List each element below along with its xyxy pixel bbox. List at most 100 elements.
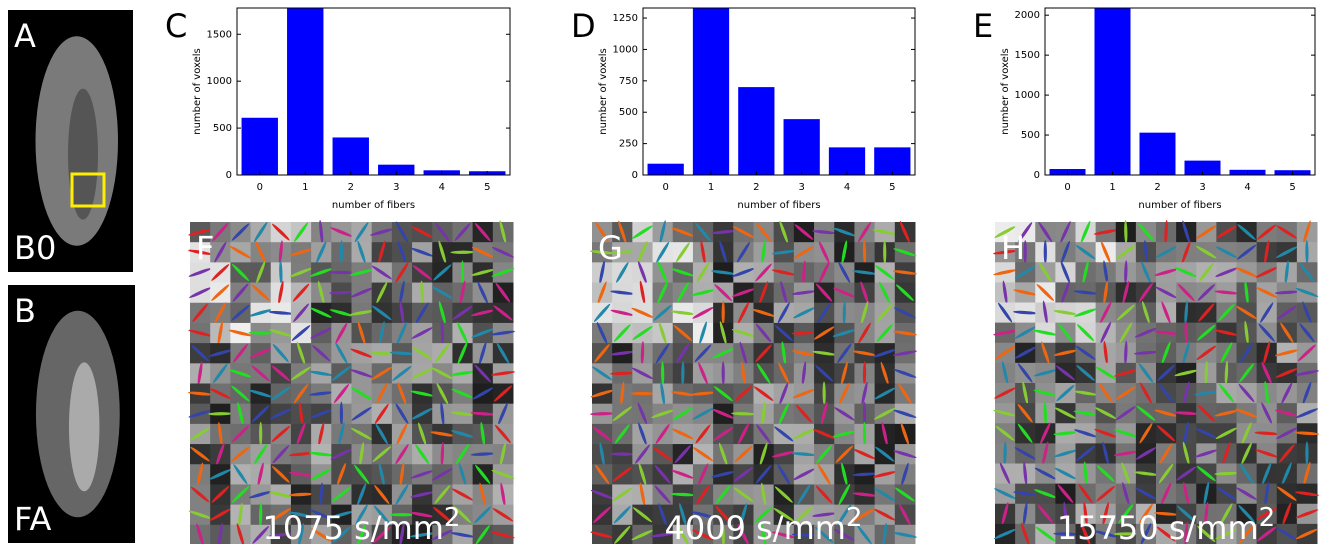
fiber-glyph <box>392 365 412 381</box>
fiber-glyph <box>1096 465 1115 482</box>
fiber-glyph <box>420 280 424 305</box>
fiber-glyph <box>853 449 876 460</box>
fiber-glyph <box>1103 280 1109 305</box>
fiber-glyph <box>1161 301 1171 324</box>
fiber-glyph <box>637 402 648 426</box>
fiber-glyph <box>1155 246 1177 259</box>
fiber-glyph <box>1238 504 1255 523</box>
fiber-glyph <box>660 381 666 406</box>
fiber-glyph <box>671 268 695 277</box>
x-tick-label: 4 <box>844 182 850 193</box>
fiber-glyph <box>309 370 334 376</box>
fiber-glyph <box>993 329 1017 336</box>
fiber-glyph <box>1244 320 1249 345</box>
fiber-glyph <box>289 248 313 257</box>
fiber-glyph <box>309 409 333 419</box>
fiber-glyph <box>1255 287 1278 298</box>
fiber-glyph <box>657 281 668 304</box>
fiber-glyph <box>679 503 687 527</box>
fiber-glyph <box>298 523 305 544</box>
fiber-glyph <box>681 361 685 386</box>
fiber-glyph <box>816 444 833 464</box>
fiber-glyph <box>279 260 283 285</box>
fiber-glyph <box>659 220 666 244</box>
fiber-glyph <box>1073 290 1098 295</box>
fiber-glyph <box>1137 222 1154 242</box>
brain-core <box>68 88 98 220</box>
fiber-glyph <box>1023 461 1028 486</box>
x-tick-label: 0 <box>662 182 668 193</box>
fiber-glyph <box>188 410 212 418</box>
fiber-glyph <box>1302 381 1312 405</box>
fiber-glyph <box>852 350 877 356</box>
fiber-glyph <box>614 424 630 444</box>
fiber-glyph <box>399 522 405 544</box>
fiber-glyph <box>231 223 250 241</box>
fiber-glyph <box>1020 522 1030 544</box>
fiber-glyph <box>350 287 373 298</box>
fiber-glyph <box>632 326 653 340</box>
fiber-glyph <box>371 305 392 321</box>
fiber-glyph <box>690 391 716 396</box>
fiber-glyph <box>761 482 767 507</box>
fiber-glyph <box>754 506 773 523</box>
axes-frame <box>1044 7 1316 176</box>
fiber-glyph <box>431 529 454 541</box>
fiber-glyph <box>1053 349 1078 356</box>
fiber-glyph <box>357 321 366 345</box>
label-text: 1075 s/mm <box>263 509 444 544</box>
fiber-glyph <box>373 505 390 524</box>
fiber-glyph <box>1093 530 1118 538</box>
fiber-glyph <box>833 528 856 541</box>
fiber-glyph <box>1254 431 1279 436</box>
fiber-glyph <box>1184 300 1189 325</box>
fiber-glyph <box>1118 504 1134 524</box>
fiber-glyph <box>1184 521 1189 544</box>
fiber-glyph <box>861 381 868 406</box>
fiber-glyph <box>1220 342 1233 364</box>
fiber-glyph <box>852 492 877 497</box>
fiber-glyph <box>1204 360 1209 385</box>
fiber-glyph <box>857 525 872 544</box>
fiber-glyph <box>351 387 373 400</box>
fiber-glyph <box>335 342 348 364</box>
fiber-glyph <box>791 290 816 295</box>
fiber-glyph <box>350 348 373 358</box>
fiber-glyph <box>620 381 625 406</box>
fiber-glyph <box>1034 467 1056 480</box>
fiber-glyph <box>1260 302 1274 323</box>
fiber-glyph <box>188 391 213 396</box>
fiber-glyph <box>1053 449 1078 458</box>
fiber-glyph <box>271 223 290 241</box>
fiber-glyph <box>211 264 230 281</box>
bar <box>647 163 684 175</box>
fiber-glyph <box>411 226 433 238</box>
fiber-glyph <box>732 267 755 277</box>
fiber-glyph <box>1054 407 1077 419</box>
fiber-glyph <box>1284 260 1289 285</box>
fiber-glyph <box>376 281 388 304</box>
fiber-glyph <box>818 261 830 284</box>
fiber-glyph <box>1098 383 1113 404</box>
x-tick-label: 1 <box>708 182 714 193</box>
fiber-glyph <box>1014 346 1036 359</box>
fiber-glyph <box>480 421 485 446</box>
fiber-glyph <box>1122 280 1130 305</box>
bar <box>783 119 820 175</box>
fiber-glyph <box>188 329 212 337</box>
fiber-glyph <box>858 322 871 344</box>
fiber-glyph <box>676 282 689 304</box>
fiber-glyph <box>433 264 452 281</box>
fiber-glyph <box>1075 245 1096 260</box>
fiber-glyph <box>1124 219 1128 245</box>
y-tick-label: 500 <box>1021 130 1040 141</box>
fiber-glyph <box>610 452 635 456</box>
fiber-glyph <box>779 382 789 405</box>
y-tick-label: 1250 <box>613 13 638 24</box>
x-tick-label: 4 <box>439 182 445 193</box>
fiber-glyph <box>1280 322 1294 343</box>
fiber-glyph <box>474 506 492 524</box>
fiber-glyph <box>637 261 647 284</box>
fiber-glyph <box>1155 286 1177 299</box>
fiber-glyph <box>479 482 487 507</box>
